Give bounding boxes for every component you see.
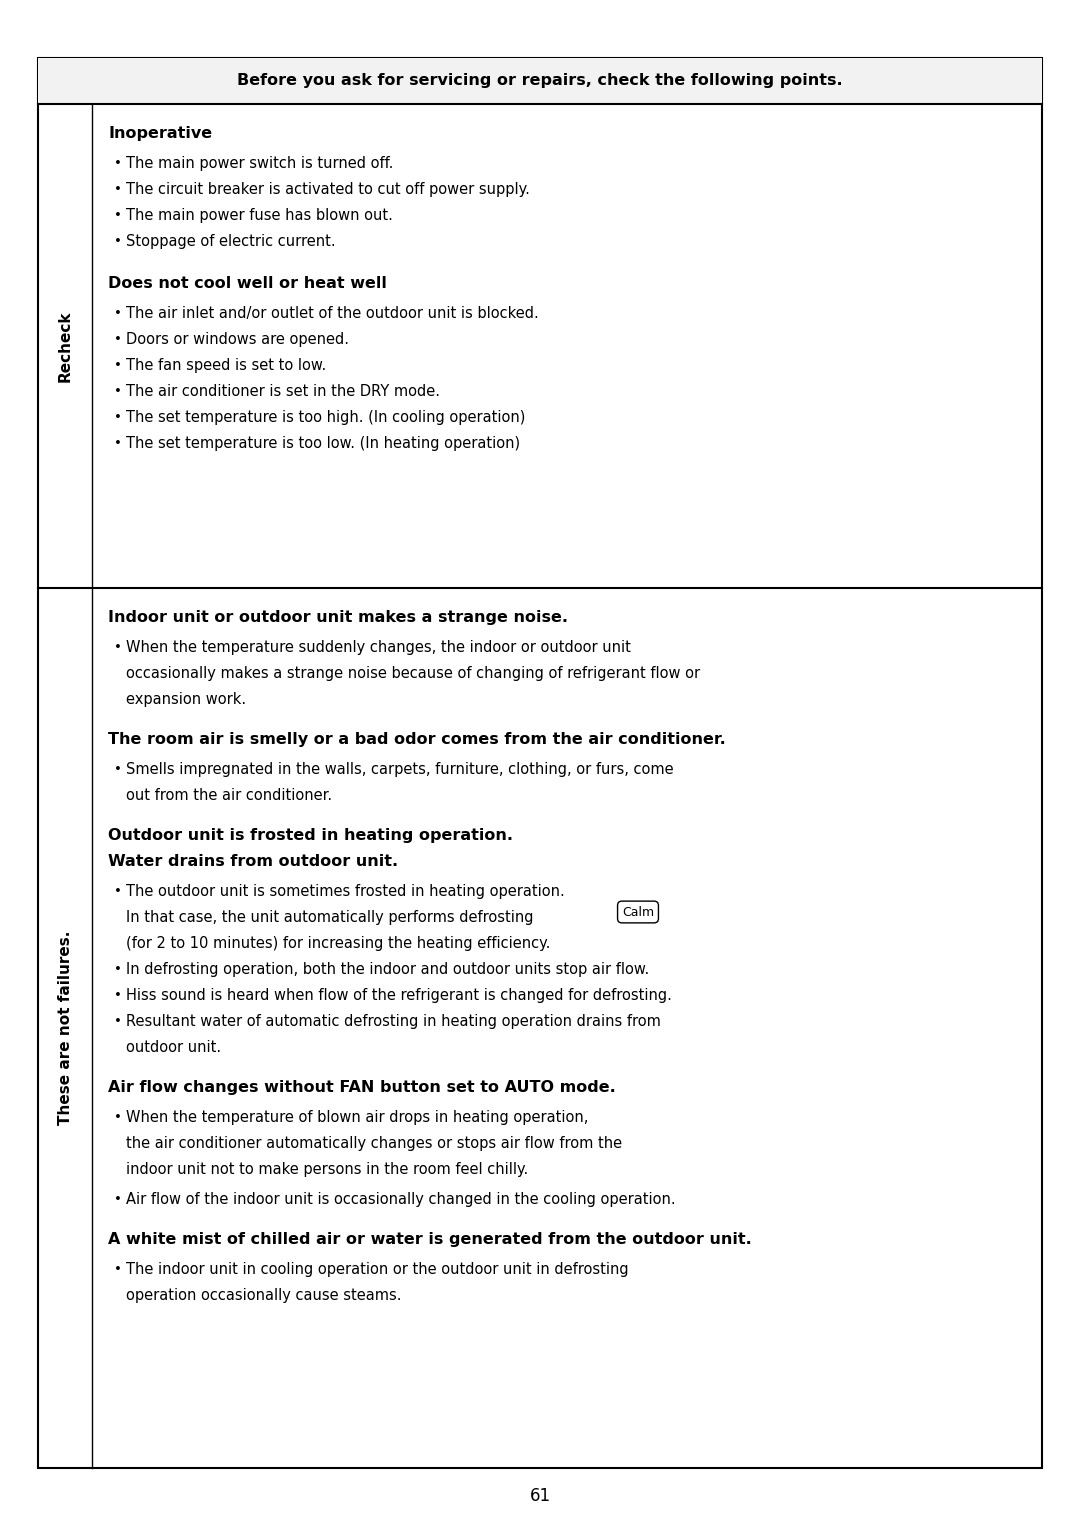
Text: Doors or windows are opened.: Doors or windows are opened. xyxy=(126,332,349,348)
Text: Before you ask for servicing or repairs, check the following points.: Before you ask for servicing or repairs,… xyxy=(238,73,842,88)
Text: In defrosting operation, both the indoor and outdoor units stop air flow.: In defrosting operation, both the indoor… xyxy=(126,962,649,978)
Text: The circuit breaker is activated to cut off power supply.: The circuit breaker is activated to cut … xyxy=(126,181,530,197)
Text: operation occasionally cause steams.: operation occasionally cause steams. xyxy=(126,1289,402,1302)
Text: The room air is smelly or a bad odor comes from the air conditioner.: The room air is smelly or a bad odor com… xyxy=(108,732,726,747)
Text: •: • xyxy=(114,183,122,197)
Text: The outdoor unit is sometimes frosted in heating operation.: The outdoor unit is sometimes frosted in… xyxy=(126,884,565,900)
Text: Stoppage of electric current.: Stoppage of electric current. xyxy=(126,233,336,249)
Text: •: • xyxy=(114,209,122,223)
Text: •: • xyxy=(114,1193,122,1206)
Text: expansion work.: expansion work. xyxy=(126,692,246,708)
Text: out from the air conditioner.: out from the air conditioner. xyxy=(126,788,333,804)
Text: Does not cool well or heat well: Does not cool well or heat well xyxy=(108,276,387,291)
Text: •: • xyxy=(114,157,122,169)
Text: The air inlet and/or outlet of the outdoor unit is blocked.: The air inlet and/or outlet of the outdo… xyxy=(126,307,539,320)
Text: The main power switch is turned off.: The main power switch is turned off. xyxy=(126,156,393,171)
Text: •: • xyxy=(114,1112,122,1124)
Text: Inoperative: Inoperative xyxy=(108,127,212,140)
Text: (for 2 to 10 minutes) for increasing the heating efficiency.: (for 2 to 10 minutes) for increasing the… xyxy=(126,936,551,952)
Bar xyxy=(38,58,1042,104)
Text: In that case, the unit automatically performs defrosting: In that case, the unit automatically per… xyxy=(126,910,534,926)
Text: Air flow of the indoor unit is occasionally changed in the cooling operation.: Air flow of the indoor unit is occasiona… xyxy=(126,1193,676,1206)
Text: •: • xyxy=(114,438,122,450)
Text: These are not failures.: These are not failures. xyxy=(57,930,72,1125)
Text: •: • xyxy=(114,884,122,898)
Text: The air conditioner is set in the DRY mode.: The air conditioner is set in the DRY mo… xyxy=(126,384,440,400)
Text: Hiss sound is heard when flow of the refrigerant is changed for defrosting.: Hiss sound is heard when flow of the ref… xyxy=(126,988,672,1003)
Text: •: • xyxy=(114,358,122,372)
Text: When the temperature of blown air drops in heating operation,: When the temperature of blown air drops … xyxy=(126,1110,589,1125)
Text: The set temperature is too high. (In cooling operation): The set temperature is too high. (In coo… xyxy=(126,410,525,425)
Text: •: • xyxy=(114,1016,122,1028)
Text: the air conditioner automatically changes or stops air flow from the: the air conditioner automatically change… xyxy=(126,1136,622,1151)
Text: Water drains from outdoor unit.: Water drains from outdoor unit. xyxy=(108,854,399,869)
Text: •: • xyxy=(114,412,122,424)
Text: Resultant water of automatic defrosting in heating operation drains from: Resultant water of automatic defrosting … xyxy=(126,1014,661,1029)
Text: indoor unit not to make persons in the room feel chilly.: indoor unit not to make persons in the r… xyxy=(126,1162,528,1177)
Text: outdoor unit.: outdoor unit. xyxy=(126,1040,221,1055)
Text: When the temperature suddenly changes, the indoor or outdoor unit: When the temperature suddenly changes, t… xyxy=(126,640,631,656)
Text: The set temperature is too low. (In heating operation): The set temperature is too low. (In heat… xyxy=(126,436,521,451)
Text: Outdoor unit is frosted in heating operation.: Outdoor unit is frosted in heating opera… xyxy=(108,828,513,843)
Text: •: • xyxy=(114,640,122,654)
Text: The indoor unit in cooling operation or the outdoor unit in defrosting: The indoor unit in cooling operation or … xyxy=(126,1263,629,1276)
Text: Recheck: Recheck xyxy=(57,310,72,381)
Text: The fan speed is set to low.: The fan speed is set to low. xyxy=(126,358,326,374)
Text: •: • xyxy=(114,1263,122,1276)
Text: 61: 61 xyxy=(529,1487,551,1505)
Text: Calm: Calm xyxy=(622,906,654,918)
Text: •: • xyxy=(114,384,122,398)
Text: occasionally makes a strange noise because of changing of refrigerant flow or: occasionally makes a strange noise becau… xyxy=(126,666,700,682)
Text: •: • xyxy=(114,762,122,776)
Text: •: • xyxy=(114,990,122,1002)
Text: A white mist of chilled air or water is generated from the outdoor unit.: A white mist of chilled air or water is … xyxy=(108,1232,752,1247)
Text: Smells impregnated in the walls, carpets, furniture, clothing, or furs, come: Smells impregnated in the walls, carpets… xyxy=(126,762,674,778)
Text: Air flow changes without FAN button set to AUTO mode.: Air flow changes without FAN button set … xyxy=(108,1080,616,1095)
Text: •: • xyxy=(114,307,122,320)
Text: •: • xyxy=(114,235,122,249)
Text: The main power fuse has blown out.: The main power fuse has blown out. xyxy=(126,207,393,223)
Text: •: • xyxy=(114,332,122,346)
Text: Indoor unit or outdoor unit makes a strange noise.: Indoor unit or outdoor unit makes a stra… xyxy=(108,610,568,625)
Text: •: • xyxy=(114,962,122,976)
